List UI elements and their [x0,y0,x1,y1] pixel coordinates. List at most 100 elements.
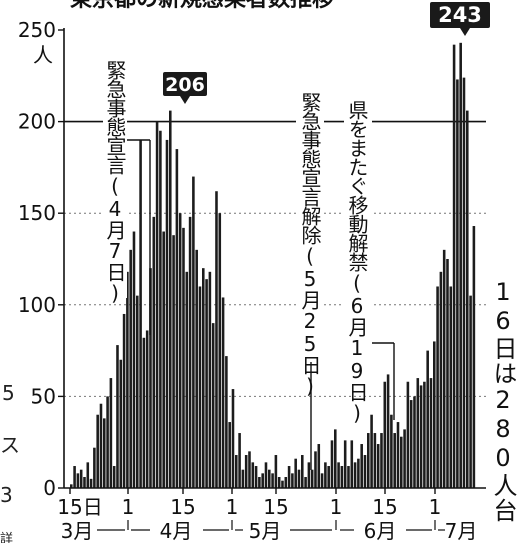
bar-94 [380,433,383,488]
bar-51 [238,433,241,488]
bar-41 [205,279,208,488]
bar-1 [73,466,76,488]
bar-106 [419,385,423,488]
bar-64 [281,480,284,488]
callout-peak-april: 206 [163,72,207,104]
y-tick-label-5: 250 [18,18,56,42]
bar-114 [446,259,449,488]
bar-80 [334,429,337,488]
bar-98 [393,433,396,488]
bar-118 [459,42,462,488]
bar-27 [159,130,162,488]
bar-17 [126,271,129,488]
bar-119 [462,77,466,488]
bar-20 [136,295,139,488]
bar-31 [172,235,175,488]
callout-peak-july-text: 243 [438,3,482,27]
axes [63,28,486,489]
bar-56 [254,466,258,488]
bar-90 [367,433,370,488]
bar-109 [429,378,433,488]
y-unit-label: 人 [33,43,53,67]
chart-title: 東京都の新規感染者数推移 [70,0,334,12]
y-tick-label-2: 100 [18,293,56,317]
bar-112 [439,271,443,488]
month-labels: 3月 4月 5月 6月 7月 [61,519,478,543]
x-tick-labels: 15日 1 15 1 15 1 15 1 [57,488,441,519]
bar-43 [211,323,215,488]
bar-45 [218,213,222,488]
bar-108 [426,350,429,488]
bar-84 [347,466,350,488]
x-tick-label-5: 1 [330,495,343,519]
bar-8 [96,414,99,488]
bar-113 [442,249,446,488]
callout-peak-april-text: 206 [165,74,205,96]
bar-73 [310,469,314,488]
bar-66 [287,466,291,488]
bar-107 [423,381,426,488]
bar-9 [99,403,103,488]
bar-76 [320,473,324,488]
bar-10 [103,418,106,488]
annotation-emergency-declared: 緊急事態宣言(4月7日) [103,60,151,335]
bar-7 [93,447,96,488]
annotation-travel-lifted: 県をまたぐ移動解禁(6月19日) [344,100,395,424]
bar-97 [390,414,393,488]
bar-121 [469,295,472,488]
bar-77 [324,462,327,488]
bar-93 [376,444,380,488]
bar-18 [129,249,132,488]
bar-15 [119,359,123,488]
annotation-emergency-declared-text: 緊急事態宣言(4月7日) [103,60,127,304]
x-tick-label-3: 1 [226,495,239,519]
fragment-3: 3 [0,483,13,507]
bar-23 [145,330,149,488]
bar-61 [271,473,274,488]
bar-34 [182,227,185,489]
bar-32 [175,149,179,488]
bar-37 [192,176,195,488]
bar-69 [297,469,301,488]
bar-92 [373,433,377,488]
bar-65 [284,477,288,488]
bar-55 [251,462,255,488]
y-tick-label-0: 0 [43,476,56,500]
bar-39 [198,286,202,488]
bar-120 [466,110,469,489]
x-tick-label-2: 15 [170,495,195,519]
bar-2 [76,473,80,488]
bar-99 [396,422,400,488]
x-tick-label-6: 15 [372,495,397,519]
bar-5 [86,462,90,488]
bar-100 [400,436,403,488]
bar-70 [301,455,304,488]
bar-49 [231,389,235,488]
chart-title-area: 東京都の新規感染者数推移 [70,0,334,12]
bar-52 [241,469,245,488]
y-tick-label-3: 150 [18,201,56,225]
bar-101 [403,429,406,488]
x-tick-label-0: 15日 [57,495,102,519]
x-tick-label-1: 1 [122,495,135,519]
bar-85 [350,440,354,488]
annotation-emergency-lifted-text: 緊急事態宣言解除(5月25日) [298,92,322,397]
bar-54 [248,451,251,488]
bar-21 [139,139,142,489]
bar-91 [370,414,373,488]
month-label-2: 5月 [249,519,282,543]
bar-47 [225,356,228,488]
bar-86 [353,462,357,488]
annotation-emergency-lifted: 緊急事態宣言解除(5月25日) [296,92,324,470]
bar-60 [268,469,271,488]
bar-67 [291,473,294,488]
bar-3 [79,469,83,488]
bar-83 [343,440,347,488]
bar-36 [188,216,192,489]
bar-88 [360,444,363,488]
bar-75 [317,444,321,488]
month-label-0: 3月 [61,519,94,543]
side-note-text: 16日は280人台 [489,278,517,523]
bar-62 [274,455,278,488]
